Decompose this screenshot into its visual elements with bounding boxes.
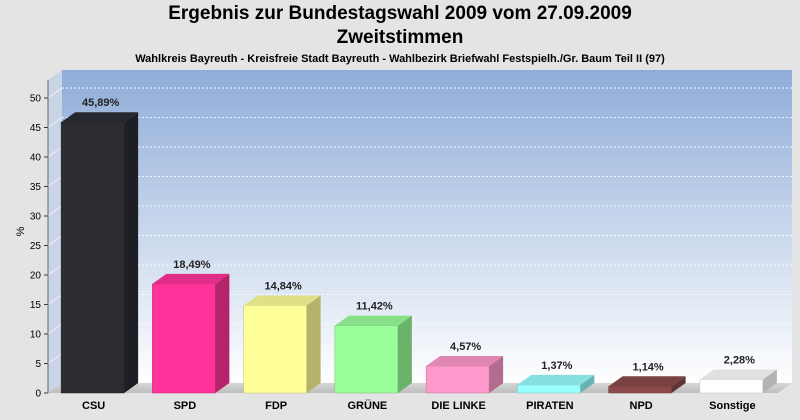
grid-line-side — [47, 264, 63, 276]
bar-spd — [152, 273, 230, 394]
plot-floor — [48, 383, 792, 393]
bar-side — [124, 112, 139, 394]
bar-value-label: 1,37% — [541, 360, 572, 372]
bar-front — [517, 384, 581, 394]
bar-top — [699, 369, 777, 380]
grid-line-side — [47, 294, 63, 305]
x-tick-label: Sonstige — [709, 400, 755, 412]
bar-side — [580, 374, 595, 393]
x-tick-label: NPD — [630, 400, 653, 412]
y-tick-label: 5 — [35, 359, 41, 370]
y-tick-label: 25 — [30, 241, 42, 252]
grid-line-side — [47, 146, 63, 158]
bar-side — [306, 295, 321, 393]
bar-side — [489, 356, 504, 393]
bar-side — [762, 369, 777, 393]
x-tick-label: SPD — [174, 400, 197, 412]
bar-front — [243, 305, 307, 394]
y-tick-label: 45 — [30, 123, 42, 134]
grid-line-side — [47, 323, 63, 335]
grid-line-side — [47, 176, 63, 187]
bar-front — [152, 283, 216, 394]
bar-top — [152, 273, 230, 284]
bar-top — [243, 295, 321, 306]
bar-value-label: 18,49% — [173, 259, 211, 271]
bar-value-label: 14,84% — [264, 280, 302, 292]
chart-title-line2: Zweitstimmen — [336, 27, 464, 48]
y-tick-label: 0 — [35, 389, 41, 400]
bar-value-label: 45,89% — [82, 97, 120, 109]
x-tick-label: CSU — [82, 400, 105, 412]
y-axis-label: % — [15, 226, 27, 236]
bar-front — [60, 121, 125, 394]
y-tick-label: 35 — [30, 182, 42, 193]
bar-value-label: 11,42% — [356, 301, 393, 313]
bar-die-linke — [425, 356, 504, 394]
y-tick-label: 40 — [30, 153, 42, 164]
chart-title: Ergebnis zur Bundestagswahl 2009 vom 27.… — [168, 3, 632, 24]
grid-line-side — [47, 235, 63, 246]
x-tick-label: GRÜNE — [348, 399, 388, 412]
chart-subtitle: Wahlkreis Bayreuth - Kreisfreie Stadt Ba… — [135, 53, 665, 65]
bar-front — [699, 379, 764, 394]
bar-npd — [608, 376, 686, 394]
bar-top — [426, 356, 504, 367]
bar-piraten — [517, 374, 595, 394]
bar-front — [425, 365, 490, 394]
bar-side — [671, 376, 686, 393]
plot-side-wall — [48, 70, 62, 393]
x-tick-label: FDP — [265, 400, 287, 412]
bar-fdp — [243, 295, 321, 394]
bar-sonstige — [699, 369, 777, 394]
x-tick-label: PIRATEN — [526, 400, 574, 412]
bar-value-label: 2,28% — [724, 355, 755, 367]
bar-side — [215, 273, 230, 393]
grid-line-side — [47, 205, 63, 217]
grid-line-side — [47, 353, 63, 364]
y-tick-label: 30 — [30, 212, 42, 223]
bar-top — [334, 315, 412, 326]
bar-value-label: 1,14% — [633, 361, 664, 373]
grid-line-side — [47, 117, 63, 128]
bar-top — [517, 374, 595, 385]
x-tick-label: DIE LINKE — [431, 400, 485, 412]
bar-top — [61, 112, 139, 123]
bar-value-label: 4,57% — [450, 341, 481, 353]
grid-line-side — [47, 87, 63, 99]
bar-side — [397, 315, 412, 393]
y-tick-label: 10 — [30, 330, 42, 341]
bar-top — [608, 376, 686, 387]
y-tick-label: 20 — [30, 271, 42, 282]
bar-front — [334, 325, 399, 394]
bar-grüne — [334, 315, 412, 394]
y-tick-label: 15 — [30, 300, 42, 311]
bar-front — [608, 386, 672, 394]
y-tick-label: 50 — [30, 94, 42, 105]
bar-csu — [60, 112, 139, 394]
